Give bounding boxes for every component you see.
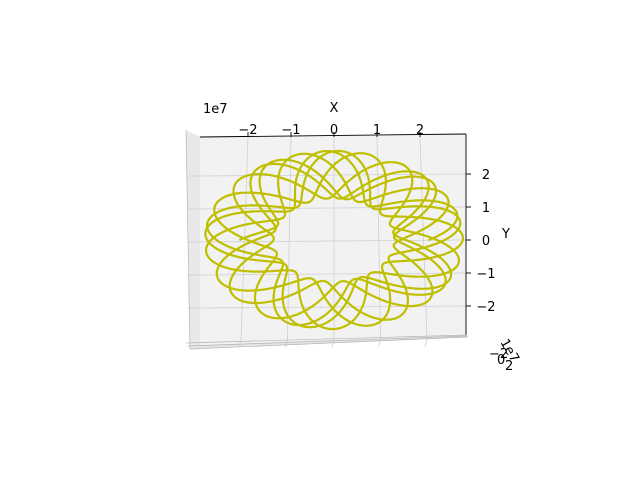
- x-axis-title: X: [330, 101, 339, 116]
- x-tick-label: −1: [281, 123, 300, 138]
- x-tick-label: −2: [238, 123, 257, 138]
- y-tick-label: 0: [482, 234, 490, 249]
- y-axis-title: Y: [501, 227, 510, 242]
- x-tick-label: 2: [416, 123, 424, 138]
- x-offset-text: 1e7: [203, 102, 228, 117]
- y-tick-label: −2: [476, 300, 495, 315]
- y-tick-labels: 2 1 0 −1 −2: [476, 168, 495, 315]
- x-tick-label: 0: [330, 123, 338, 138]
- y-tick-label: 1: [482, 201, 490, 216]
- y-tick-label: −1: [476, 267, 495, 282]
- y-tick-label: 2: [482, 168, 490, 183]
- x-gridline-front: [425, 340, 427, 347]
- x-tick-label: 1: [373, 123, 381, 138]
